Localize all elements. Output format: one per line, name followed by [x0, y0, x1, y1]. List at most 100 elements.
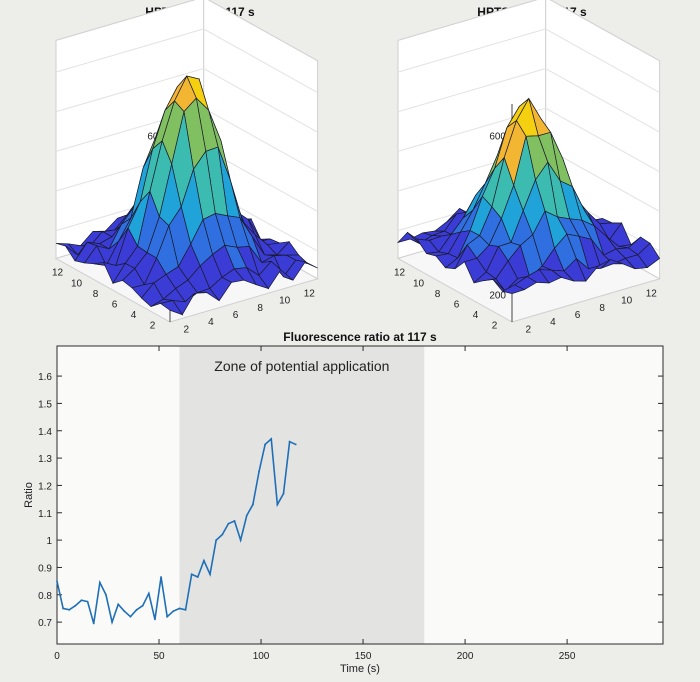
data-point [135, 608, 138, 611]
y-tick-label: 0.9 [38, 563, 52, 574]
y-tick-label: 6 [112, 300, 118, 311]
data-point [209, 573, 211, 576]
x-tick-label: 12 [304, 288, 316, 299]
data-point [196, 576, 199, 578]
z-gridline [55, 28, 318, 93]
surface-plot-1: 2003004005006002468101224681012 [394, 0, 661, 335]
y-tick-label: 12 [394, 268, 406, 279]
data-point [160, 576, 162, 578]
data-point [92, 622, 95, 625]
y-tick-label: 2 [150, 321, 156, 332]
data-point [227, 522, 230, 525]
data-point [190, 573, 193, 576]
z-gridline [55, 68, 318, 133]
y-tick-label: 1.4 [38, 427, 52, 438]
y-tick-label: 4 [473, 310, 479, 321]
data-point [258, 470, 260, 473]
data-point [98, 581, 101, 584]
y-tick-label: 0.8 [38, 591, 52, 602]
y-tick-label: 1.2 [38, 481, 52, 492]
data-point [251, 503, 254, 506]
y-tick-label: 8 [435, 289, 441, 300]
data-point [215, 539, 218, 542]
z-gridline [397, 28, 660, 93]
y-tick-label: 1.3 [38, 454, 52, 465]
data-point [68, 608, 71, 611]
y-tick-label: 6 [454, 300, 460, 311]
x-tick-label: 200 [457, 651, 474, 662]
data-point [56, 580, 58, 583]
x-tick-label: 12 [646, 288, 658, 299]
data-point [178, 607, 181, 610]
x-tick-label: 4 [208, 317, 214, 328]
data-point [147, 592, 150, 595]
data-point [141, 604, 144, 607]
ratio-plot: Zone of potential application 0 50 100 150 20… [23, 345, 664, 675]
data-point [270, 438, 273, 440]
x-tick-label: 4 [550, 317, 556, 328]
y-tick-label: 1.1 [38, 509, 52, 520]
data-point [172, 610, 175, 613]
x-tick-label: 8 [257, 303, 263, 314]
surface-patch [501, 284, 526, 294]
y-tick-label: 1.6 [38, 372, 52, 383]
data-point [80, 599, 83, 602]
z-tick-label: 600 [489, 132, 506, 143]
y-tick-label: 10 [413, 278, 425, 289]
x-tick-label: 10 [621, 296, 633, 307]
data-point [154, 618, 156, 621]
data-point [74, 604, 77, 607]
z-gridline [397, 107, 660, 173]
data-point [221, 533, 224, 536]
x-tick-label: 150 [355, 651, 372, 662]
y-axis-label: Ratio [23, 482, 35, 508]
y-tick-label: 2 [492, 321, 498, 332]
y-tick-label: 12 [52, 268, 64, 279]
data-point [166, 615, 169, 618]
surface-plot-0: 2003004005006002468101224681012 [52, 0, 319, 335]
data-point [117, 603, 120, 606]
data-point [264, 443, 267, 446]
data-point [288, 440, 291, 443]
y-tick-label: 1.5 [38, 399, 52, 410]
x-tick-label: 10 [279, 296, 291, 307]
y-tick-label: 4 [131, 310, 137, 321]
data-point [233, 520, 236, 522]
ratio-chart-title: Fluorescence ratio at 117 s [283, 330, 437, 344]
y-tick-label: 0.7 [38, 618, 52, 629]
data-point [86, 600, 89, 603]
data-point [282, 492, 285, 495]
data-point [123, 610, 126, 613]
data-point [184, 608, 187, 611]
data-point [294, 443, 297, 446]
y-tick-label: 10 [71, 278, 83, 289]
data-point [239, 539, 242, 542]
data-point [276, 503, 279, 506]
y-tick-label: 1 [46, 536, 52, 547]
data-point [203, 559, 205, 562]
x-axis-label: Time (s) [340, 663, 380, 675]
z-gridline [397, 68, 660, 133]
x-tick-label: 2 [184, 324, 190, 335]
data-point [111, 621, 113, 624]
data-point [129, 615, 132, 618]
z-tick-label: 200 [489, 290, 506, 301]
x-tick-label: 6 [233, 310, 239, 321]
x-tick-label: 250 [559, 651, 576, 662]
data-point [105, 593, 107, 596]
x-tick-label: 6 [575, 310, 581, 321]
application-zone [179, 346, 425, 644]
surface-patch [159, 300, 184, 316]
x-tick-label: 2 [526, 324, 532, 335]
y-tick-label: 8 [93, 289, 99, 300]
data-point [245, 514, 248, 517]
x-tick-label: 100 [253, 651, 270, 662]
x-tick-label: 50 [153, 651, 165, 662]
data-point [62, 607, 65, 610]
zone-annotation: Zone of potential application [214, 358, 389, 374]
x-tick-label: 8 [599, 303, 605, 314]
ratio-series-line [56, 437, 297, 626]
